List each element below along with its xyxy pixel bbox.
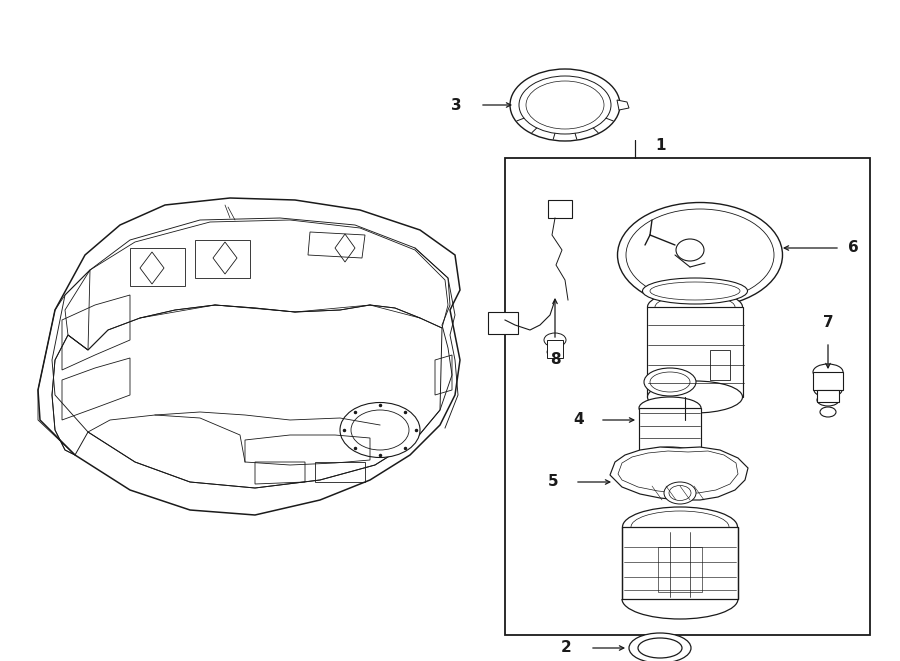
- Bar: [505, 158, 870, 635]
- Ellipse shape: [544, 333, 566, 347]
- Bar: [639, 408, 701, 458]
- Ellipse shape: [813, 364, 843, 380]
- Ellipse shape: [639, 397, 701, 419]
- Ellipse shape: [617, 202, 782, 307]
- Bar: [488, 312, 518, 334]
- Ellipse shape: [639, 447, 701, 469]
- Ellipse shape: [676, 239, 704, 261]
- Bar: [658, 547, 702, 592]
- Ellipse shape: [623, 507, 737, 547]
- Ellipse shape: [820, 407, 836, 417]
- Bar: [622, 527, 738, 599]
- Polygon shape: [38, 198, 460, 515]
- Ellipse shape: [647, 291, 742, 323]
- Bar: [710, 350, 730, 380]
- Text: 1: 1: [655, 137, 665, 153]
- Ellipse shape: [664, 482, 696, 504]
- Text: 7: 7: [823, 315, 833, 330]
- Ellipse shape: [647, 381, 742, 413]
- Bar: [675, 417, 697, 435]
- Bar: [817, 390, 839, 402]
- Text: 6: 6: [848, 241, 859, 256]
- Ellipse shape: [817, 394, 839, 406]
- Bar: [647, 307, 743, 397]
- Bar: [548, 200, 572, 218]
- Text: 2: 2: [562, 641, 572, 656]
- Text: 5: 5: [547, 475, 558, 490]
- Bar: [813, 372, 843, 390]
- Ellipse shape: [629, 633, 691, 661]
- Bar: [547, 340, 563, 358]
- Ellipse shape: [643, 278, 748, 304]
- Ellipse shape: [644, 368, 696, 396]
- Polygon shape: [610, 447, 748, 500]
- Ellipse shape: [340, 403, 420, 457]
- Polygon shape: [617, 100, 629, 110]
- Text: 3: 3: [452, 98, 462, 112]
- Ellipse shape: [547, 347, 563, 357]
- Text: 4: 4: [573, 412, 584, 428]
- Ellipse shape: [814, 383, 842, 397]
- Ellipse shape: [510, 69, 620, 141]
- Text: 8: 8: [550, 352, 561, 367]
- Ellipse shape: [638, 638, 682, 658]
